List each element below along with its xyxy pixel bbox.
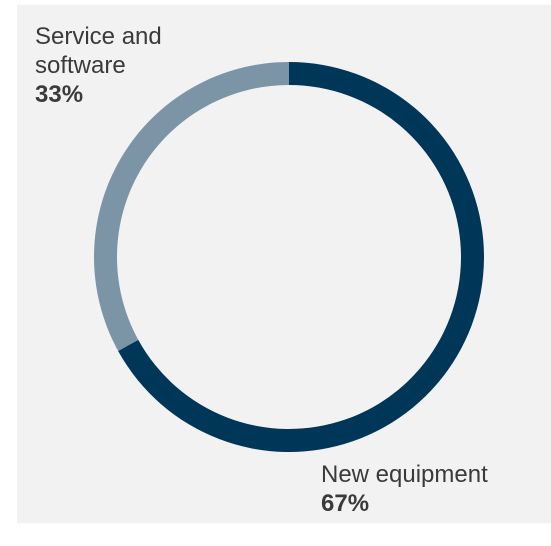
new-equipment-percent: 67%: [321, 490, 370, 517]
donut-segment-service-and-software: [93, 62, 289, 351]
new-equipment-label: New equipment 67%: [321, 460, 546, 518]
service-software-name-line1: Service and: [35, 23, 162, 50]
service-software-label: Service and software 33%: [35, 22, 235, 109]
service-software-name-line2: software: [35, 52, 126, 79]
service-software-percent: 33%: [35, 81, 84, 108]
new-equipment-name: New equipment: [321, 461, 488, 488]
